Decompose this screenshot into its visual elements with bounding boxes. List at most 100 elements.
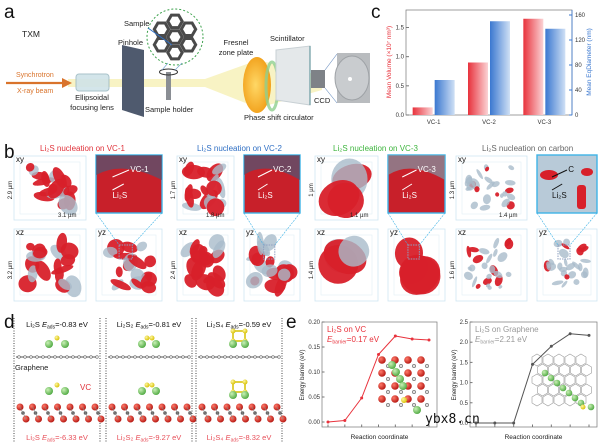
vc-adsorption-energy: Li₂S₂ Eads=-9.27 eV xyxy=(117,433,182,444)
substrate-surface xyxy=(580,258,591,263)
energy-symbol: E xyxy=(226,320,232,329)
substrate-surface xyxy=(563,258,568,267)
ccd xyxy=(311,70,325,88)
nucleation-title: Li₂S nucleation on VC-1 xyxy=(40,144,125,153)
barrier-value: =2.21 eV xyxy=(495,335,528,344)
li2s-deposit xyxy=(115,266,123,278)
li2s-deposit xyxy=(25,162,35,172)
substrate-surface xyxy=(502,191,508,197)
phase-shift-label: Phase shift circulator xyxy=(244,113,314,122)
pinhole xyxy=(122,45,144,117)
zoom-inset: VC-3 Li₂S xyxy=(387,154,446,214)
render-yz: yz xyxy=(387,228,446,302)
substrate-surface xyxy=(468,264,476,272)
chart-c-right-tick-label: 40 xyxy=(575,88,582,94)
zoom-label-substrate: C xyxy=(568,165,574,174)
li2s-deposit xyxy=(577,243,587,252)
ccd-image-spot xyxy=(348,77,352,81)
li2s-deposit xyxy=(110,279,131,291)
substrate-surface xyxy=(493,270,503,279)
view-label-yz: yz xyxy=(539,228,547,237)
scale-label-y: 1.3 µm xyxy=(450,181,456,199)
li2s-deposit xyxy=(485,166,490,172)
li2s-deposit xyxy=(41,171,50,187)
substrate-surface xyxy=(261,264,278,278)
li2s-deposit xyxy=(195,274,215,291)
li2s-deposit xyxy=(200,254,209,265)
substrate-surface xyxy=(256,231,264,256)
energy-subscript: ads xyxy=(140,325,149,331)
render-yz: yz xyxy=(243,228,301,302)
li2s-deposit xyxy=(39,187,57,197)
chart-c-category-label: VC-2 xyxy=(482,120,496,126)
render-xy: xy xyxy=(13,155,87,221)
barrier-annotation: Ebarrier=2.21 eV xyxy=(475,335,528,346)
chart-e-vc: 0.00 0.05 0.10 0.15 0.20 Li₂S on VCEbarrier=0… xyxy=(300,320,438,441)
render-yz: yz xyxy=(95,228,163,302)
arrow-icon xyxy=(112,169,130,178)
chart-c-left-tick-label: 1.0 xyxy=(396,55,405,61)
data-point xyxy=(587,333,591,337)
arrow-icon xyxy=(257,169,273,178)
sample-magnified xyxy=(146,8,204,71)
zoom-label-li2s: Li₂S xyxy=(402,191,417,200)
arrow-icon xyxy=(551,183,563,191)
substrate-surface xyxy=(470,201,478,210)
zoom-label-li2s: Li₂S xyxy=(113,191,128,200)
data-point xyxy=(343,419,347,422)
ccd-image-ring xyxy=(334,55,370,101)
carbon-pore xyxy=(179,37,198,53)
graphene-adsorption-energy: Li₂S Eads=-0.83 eV xyxy=(26,320,88,331)
species: Li₂S xyxy=(26,320,40,329)
arrow-icon xyxy=(112,183,124,191)
nucleation-group-4: Li₂S nucleation on carbon xy xz yz C Li₂S 1.3 … xyxy=(450,144,598,302)
panel-a: a TXM Synchrotron X-ray beam Ellipsoidal… xyxy=(4,2,370,122)
data-point xyxy=(568,332,572,336)
scale-label-z: 1.6 µm xyxy=(450,261,456,279)
scintillator-label: Scintillator xyxy=(270,34,305,43)
substrate-surface xyxy=(561,280,568,288)
li2s-deposit xyxy=(206,198,225,217)
view-label-xy: xy xyxy=(317,155,325,164)
lens-label-2: focusing lens xyxy=(70,103,114,112)
chart-c-ylabel-left: Mean Volume (×10⁷ nm³) xyxy=(386,26,393,98)
ellipsoidal-lens xyxy=(75,73,110,92)
li2s-deposit xyxy=(189,239,200,256)
energy-value: =-9.27 eV xyxy=(149,433,182,442)
energy-value: =-6.33 eV xyxy=(55,433,88,442)
render-xz: xz xyxy=(455,228,528,302)
y-tick-label: 2.0 xyxy=(460,340,469,346)
li2s-deposit xyxy=(121,241,138,253)
substrate-surface xyxy=(505,271,512,278)
chart-c-right-tick-label: 80 xyxy=(575,63,582,69)
substrate-surface xyxy=(212,240,226,259)
scale-label-y: 1.7 µm xyxy=(171,181,177,199)
energy-value: =-0.83 eV xyxy=(55,320,88,329)
panel-label-e: e xyxy=(286,312,297,333)
energy-symbol: E xyxy=(135,320,141,329)
li2s-deposit xyxy=(327,182,364,219)
li2s-deposit xyxy=(206,180,222,197)
li2s-deposit xyxy=(251,252,262,266)
x-axis-label: Reaction coordinate xyxy=(351,434,409,441)
source-label-1: Synchrotron xyxy=(16,72,54,79)
y-axis-label: Energy barrier (eV) xyxy=(300,349,306,400)
y-tick-label: 1.0 xyxy=(460,381,469,387)
zoom-label-li2s: Li₂S xyxy=(552,191,567,200)
vc-adsorption-energy: Li₂S₄ Eads=-8.32 eV xyxy=(207,433,272,444)
species: Li₂S₄ xyxy=(207,433,224,442)
data-point xyxy=(393,334,397,338)
substrate-surface xyxy=(482,194,491,205)
zoom-inset: VC-1 Li₂S xyxy=(95,154,163,214)
molecule-on-graphene xyxy=(229,328,249,348)
li2s-deposit xyxy=(184,274,197,288)
chart-c-left-tick-label: 0.5 xyxy=(396,84,405,90)
chart-c-right-tick-label: 120 xyxy=(575,38,586,44)
li2s-deposit xyxy=(52,167,67,189)
barrier-symbol: E xyxy=(327,335,333,344)
substrate-surface xyxy=(498,285,503,289)
species: Li₂S₄ xyxy=(207,320,224,329)
fresnel-zone-plate xyxy=(243,57,271,113)
panel-c: c Mean Volume (×10⁷ nm³) Mean EqDiameter… xyxy=(371,2,593,126)
